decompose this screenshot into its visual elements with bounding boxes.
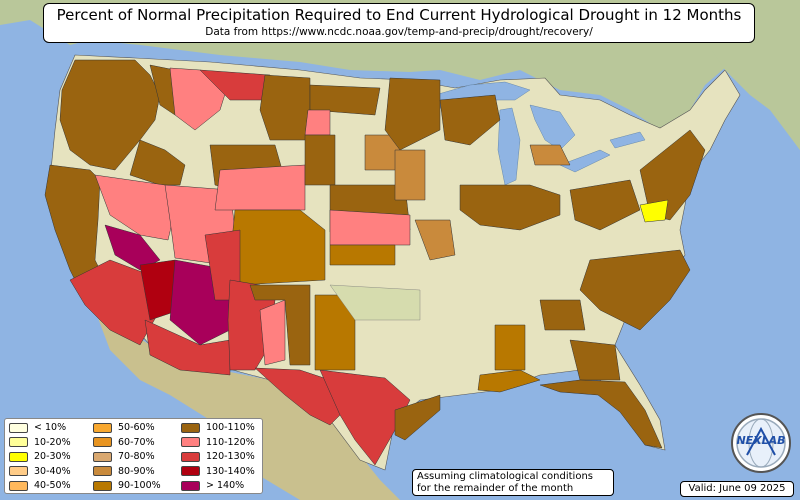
drought-ok: [329, 284, 421, 321]
logo-text: NEXLAB: [736, 434, 786, 447]
legend-item: 30-40%: [9, 465, 71, 478]
drought-nm-brown: [249, 284, 311, 366]
drought-ms: [494, 324, 526, 371]
legend-swatch: [9, 480, 28, 491]
drought-sd-red: [304, 109, 331, 136]
legend-label: 30-40%: [34, 465, 71, 477]
assumption-line-1: Assuming climatological conditions: [417, 471, 593, 482]
drought-ne-red: [329, 209, 411, 246]
legend: < 10% 10-20% 20-30% 30-40% 40-50% 50-60% 60-70…: [4, 418, 263, 494]
drought-ohio-valley: [459, 184, 561, 231]
legend-label: 120-130%: [206, 451, 255, 463]
drought-ia: [394, 149, 426, 201]
legend-item: 110-120%: [181, 436, 255, 449]
legend-item: 10-20%: [9, 436, 71, 449]
drought-colorado: [231, 209, 326, 286]
legend-label: 70-80%: [118, 451, 155, 463]
drought-montana-e: [259, 74, 311, 141]
drought-pnw: [59, 59, 161, 171]
legend-label: 90-100%: [118, 480, 161, 492]
drought-wyoming-red: [214, 164, 306, 211]
drought-nd: [309, 84, 381, 116]
drought-mn: [384, 77, 441, 151]
legend-label: 60-70%: [118, 436, 155, 448]
legend-swatch: [9, 466, 28, 477]
drought-al: [539, 299, 586, 331]
drought-gulf-coast: [477, 369, 541, 393]
legend-swatch: [181, 466, 200, 477]
drought-mo: [414, 219, 456, 261]
legend-item: 130-140%: [181, 465, 255, 478]
legend-item: 70-80%: [93, 450, 155, 463]
legend-label: 10-20%: [34, 436, 71, 448]
legend-item: 20-30%: [9, 450, 71, 463]
lake-ontario: [609, 131, 646, 149]
legend-item: 80-90%: [93, 465, 155, 478]
drought-tx-coast: [394, 394, 441, 441]
legend-swatch: [93, 422, 112, 433]
legend-label: 130-140%: [206, 465, 255, 477]
map-title: Percent of Normal Precipitation Required…: [56, 6, 742, 24]
drought-sd: [304, 134, 336, 186]
legend-swatch: [93, 466, 112, 477]
legend-item: 40-50%: [9, 479, 71, 492]
legend-label: 100-110%: [206, 422, 255, 433]
drought-carolinas: [579, 249, 691, 331]
drought-c-texas: [319, 369, 411, 466]
nexlab-logo: NEXLAB: [731, 413, 791, 473]
legend-swatch: [9, 422, 28, 433]
legend-swatch: [181, 422, 200, 433]
drought-w-texas: [254, 367, 346, 426]
drought-wi: [439, 94, 501, 146]
legend-item: 50-60%: [93, 421, 155, 434]
legend-swatch: [9, 451, 28, 462]
title-box: Percent of Normal Precipitation Required…: [43, 3, 755, 43]
assumption-line-2: for the remainder of the month: [417, 483, 574, 494]
legend-item: 100-110%: [181, 421, 255, 434]
legend-swatch: [93, 451, 112, 462]
drought-s-arizona: [144, 319, 231, 376]
legend-item: < 10%: [9, 421, 66, 434]
legend-swatch: [93, 437, 112, 448]
lake-michigan: [497, 107, 521, 186]
assumption-note: Assuming climatological conditions for t…: [412, 469, 614, 496]
lake-erie: [559, 149, 611, 173]
legend-item: 60-70%: [93, 436, 155, 449]
legend-label: 50-60%: [118, 422, 155, 433]
legend-label: 40-50%: [34, 480, 71, 492]
legend-label: > 140%: [206, 480, 245, 492]
valid-date: Valid: June 09 2025: [680, 481, 794, 497]
legend-item: > 140%: [181, 479, 244, 492]
legend-item: 120-130%: [181, 450, 255, 463]
drought-georgia: [569, 339, 621, 381]
legend-label: < 10%: [34, 422, 67, 433]
drought-mi-tan: [529, 144, 571, 166]
legend-swatch: [93, 480, 112, 491]
legend-label: 20-30%: [34, 451, 71, 463]
legend-label: 80-90%: [118, 465, 155, 477]
drought-florida: [539, 379, 663, 449]
drought-nm-east: [259, 299, 286, 366]
legend-swatch: [181, 451, 200, 462]
legend-swatch: [181, 480, 200, 491]
legend-item: 90-100%: [93, 479, 161, 492]
drought-maryland: [639, 199, 669, 223]
legend-label: 110-120%: [206, 436, 255, 448]
legend-swatch: [9, 437, 28, 448]
drought-idaho-west: [129, 139, 186, 186]
map-subtitle: Data from https://www.ncdc.noaa.gov/temp…: [205, 26, 593, 38]
drought-ks: [329, 244, 396, 266]
drought-pa: [569, 179, 641, 231]
legend-swatch: [181, 437, 200, 448]
